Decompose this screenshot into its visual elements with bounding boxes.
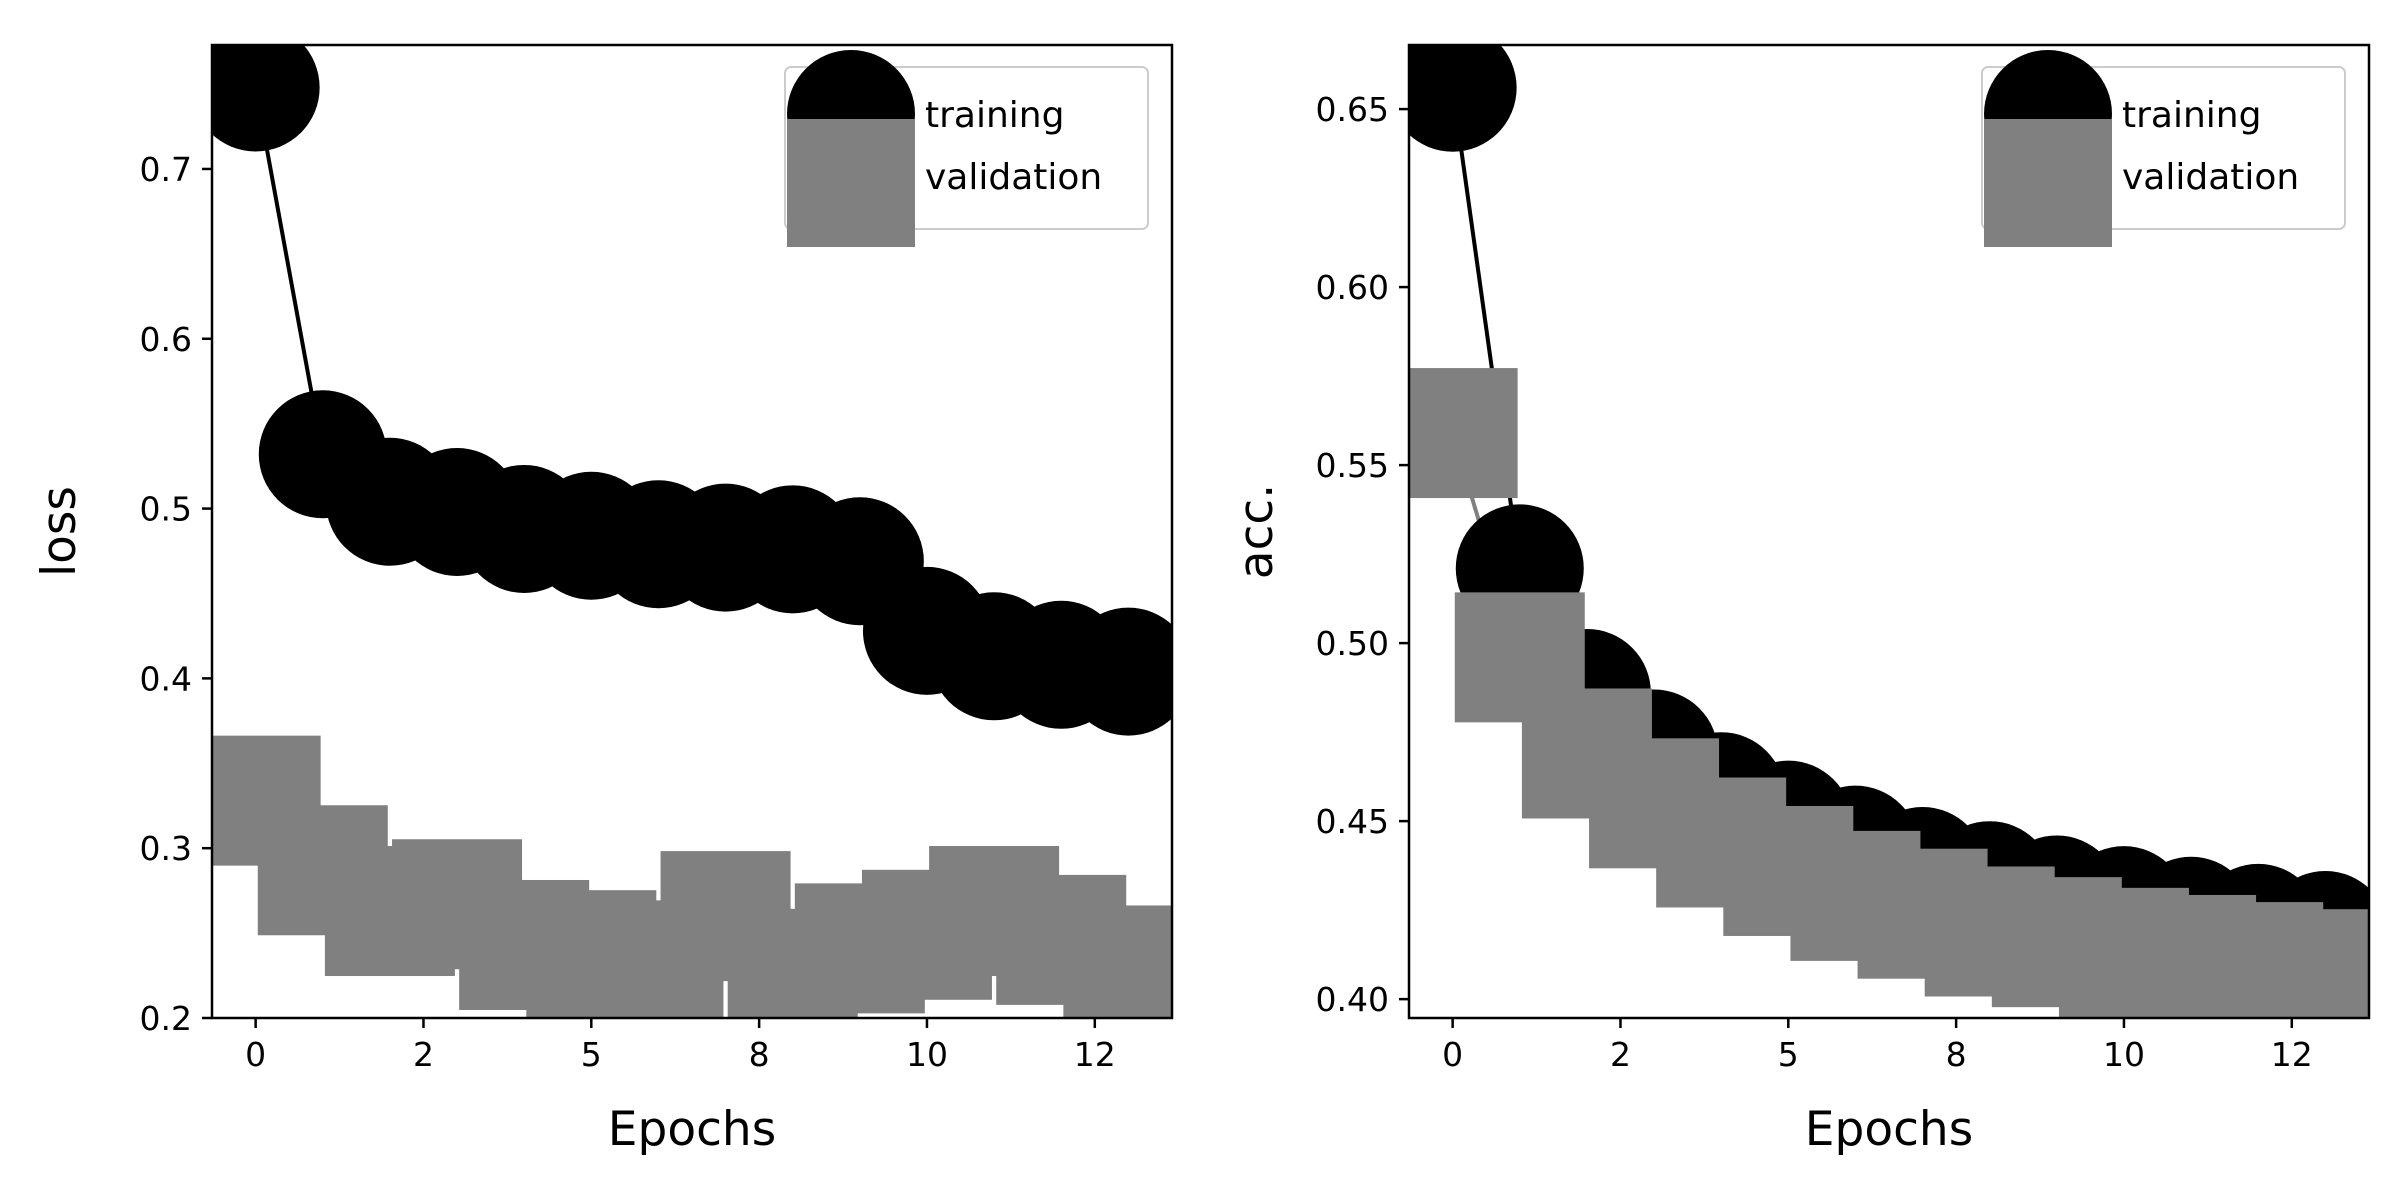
x-tick-label: 8 bbox=[749, 1035, 770, 1074]
legend-validation-marker bbox=[1984, 119, 2112, 247]
training-point bbox=[1409, 45, 1517, 152]
legend-validation-label: validation bbox=[925, 157, 1102, 198]
x-tick-label: 10 bbox=[906, 1035, 948, 1074]
y-tick-label: 0.2 bbox=[140, 999, 192, 1038]
x-tick-label: 2 bbox=[413, 1035, 434, 1074]
legend: training validation bbox=[784, 50, 1149, 247]
x-axis-label: Epochs bbox=[608, 1102, 776, 1157]
x-tick-label: 0 bbox=[245, 1035, 266, 1074]
legend: training validation bbox=[1981, 50, 2346, 247]
y-tick-label: 0.5 bbox=[140, 490, 192, 529]
validation-point bbox=[1063, 905, 1172, 1018]
x-tick-label: 8 bbox=[1946, 1035, 1967, 1074]
y-axis-label: acc. bbox=[1229, 484, 1284, 579]
y-axis-label: loss bbox=[32, 486, 87, 577]
y-tick-label: 0.50 bbox=[1316, 624, 1389, 663]
x-axis-label: Epochs bbox=[1805, 1102, 1973, 1157]
x-tick-label: 12 bbox=[1074, 1035, 1116, 1074]
plot-content bbox=[212, 45, 1172, 1018]
y-tick-label: 0.65 bbox=[1316, 90, 1389, 129]
x-tick-label: 0 bbox=[1442, 1035, 1463, 1074]
y-tick-label: 0.40 bbox=[1316, 980, 1389, 1019]
validation-point bbox=[1409, 368, 1518, 499]
legend-training-label: training bbox=[2122, 95, 2261, 136]
y-tick-label: 0.7 bbox=[140, 150, 192, 189]
y-tick-label: 0.3 bbox=[140, 829, 192, 868]
training-point bbox=[212, 45, 320, 152]
y-tick-label: 0.45 bbox=[1316, 802, 1389, 841]
plot-content bbox=[1409, 45, 2369, 1018]
legend-validation-marker bbox=[787, 119, 915, 247]
x-tick-label: 5 bbox=[581, 1035, 602, 1074]
y-tick-label: 0.55 bbox=[1316, 446, 1389, 485]
accuracy-chart-panel: 0 2 5 8 10 12 0.40 0.45 0.50 0.55 0.60 0.65 Epochs ac… bbox=[1229, 43, 2371, 1157]
loss-chart-panel: 0 2 5 8 10 12 0.2 0.3 0.4 0.5 0.6 0.7 Epochs loss trai… bbox=[32, 43, 1174, 1157]
x-tick-label: 5 bbox=[1778, 1035, 1799, 1074]
x-tick-label: 12 bbox=[2271, 1035, 2313, 1074]
legend-validation-label: validation bbox=[2122, 157, 2299, 198]
axes-frame bbox=[1407, 43, 2371, 1020]
y-tick-label: 0.6 bbox=[140, 320, 192, 359]
y-tick-label: 0.4 bbox=[140, 659, 192, 698]
y-tick-label: 0.60 bbox=[1316, 268, 1389, 307]
x-tick-label: 2 bbox=[1610, 1035, 1631, 1074]
legend-training-label: training bbox=[925, 95, 1064, 136]
x-tick-label: 10 bbox=[2103, 1035, 2145, 1074]
axes-frame bbox=[210, 43, 1174, 1020]
training-point bbox=[1064, 607, 1172, 736]
validation-point bbox=[2260, 909, 2369, 1018]
